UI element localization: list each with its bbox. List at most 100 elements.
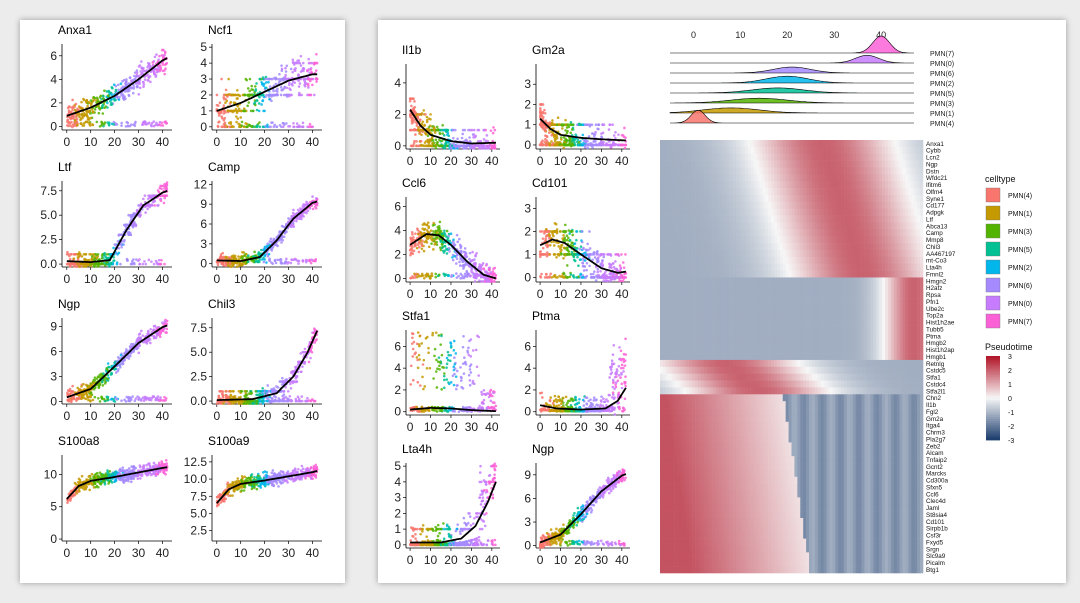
scatter-point (420, 133, 423, 137)
scatter-point (243, 394, 247, 398)
scatter-point (137, 398, 141, 401)
scatter-point (73, 262, 76, 266)
scatter-point (148, 75, 152, 78)
scatter-point (103, 254, 106, 257)
scatter-point (216, 261, 220, 264)
scatter-point (89, 394, 92, 398)
scatter-point (309, 261, 313, 265)
trend-curve (216, 469, 318, 504)
y-tick-label: 12.5 (184, 455, 208, 469)
scatter-point (283, 232, 287, 235)
trend-curve (216, 330, 319, 401)
gene-title: Ncf1 (208, 23, 233, 37)
scatter-point (127, 397, 130, 400)
scatter-point (123, 469, 127, 472)
scatter-point (278, 471, 281, 475)
scatter-point (297, 85, 301, 88)
scatter-point (224, 101, 227, 105)
y-tick-label: 2 (200, 88, 207, 102)
scatter-point (105, 474, 108, 477)
scatter-point (250, 391, 254, 395)
scatter-point (307, 360, 311, 364)
scatter-point (304, 258, 308, 262)
scatter-point (150, 121, 154, 125)
scatter-point (229, 93, 233, 97)
scatter-point (101, 380, 104, 384)
scatter-point (80, 262, 84, 266)
scatter-point (421, 120, 425, 124)
scatter-point (129, 396, 133, 400)
scatter-point (163, 320, 167, 323)
scatter-point (159, 184, 162, 188)
scatter-point (141, 67, 145, 71)
scatter-point (287, 398, 291, 402)
scatter-point (315, 76, 318, 80)
scatter-point (237, 396, 241, 399)
x-tick-label: 30 (465, 154, 479, 168)
scatter-point (240, 389, 244, 393)
scatter-point (293, 471, 297, 475)
scatter-point (95, 96, 99, 100)
scatter-point (287, 217, 290, 220)
scatter-point (279, 258, 282, 261)
scatter-point (144, 69, 148, 73)
scatter-point (234, 480, 237, 484)
scatter-point (73, 481, 77, 485)
scatter-point (309, 93, 313, 97)
x-tick-label: 0 (63, 409, 70, 423)
scatter-point (165, 61, 169, 65)
scatter-point (154, 398, 157, 402)
scatter-point (160, 462, 164, 465)
scatter-point (243, 109, 247, 113)
scatter-point (145, 339, 149, 342)
scatter-point (246, 254, 250, 257)
scatter-point (270, 99, 273, 103)
scatter-point (103, 106, 106, 110)
scatter-point (220, 402, 223, 405)
scatter-point (122, 478, 125, 482)
y-tick-label: 5 (200, 40, 207, 54)
scatter-point (160, 48, 164, 52)
scatter-point (163, 50, 167, 54)
scatter-point (473, 135, 477, 139)
scatter-point (141, 468, 144, 471)
scatter-point (257, 251, 261, 254)
scatter-point (313, 399, 317, 403)
y-tick-label: 3 (200, 237, 207, 251)
scatter-point (96, 396, 100, 400)
scatter-point (229, 389, 233, 393)
scatter-point (304, 203, 308, 206)
scatter-point (227, 77, 230, 81)
scatter-point (227, 395, 230, 399)
scatter-point (454, 128, 457, 132)
scatter-point (121, 96, 125, 100)
scatter-point (149, 123, 153, 127)
scatter-point (241, 399, 245, 403)
scatter-point (309, 466, 313, 469)
scatter-point (267, 389, 271, 393)
scatter-point (134, 120, 137, 124)
scatter-point (259, 389, 263, 393)
scatter-point (272, 125, 276, 129)
scatter-point (138, 262, 141, 266)
scatter-point (242, 107, 246, 110)
y-tick-label: 12 (194, 177, 208, 191)
scatter-point (85, 485, 89, 489)
scatter-point (80, 474, 84, 478)
scatter-point (161, 321, 164, 325)
scatter-point (471, 133, 475, 136)
scatter-point (147, 194, 150, 197)
y-tick-label: 2 (524, 97, 531, 111)
scatter-point (111, 86, 114, 90)
scatter-point (442, 134, 446, 137)
scatter-point (86, 120, 89, 124)
x-tick-label: 0 (213, 272, 220, 286)
scatter-point (295, 122, 299, 125)
scatter-point (92, 255, 96, 259)
scatter-point (273, 259, 277, 263)
scatter-point (484, 144, 488, 148)
x-tick-label: 30 (595, 154, 609, 168)
scatter-point (290, 215, 294, 218)
scatter-point (273, 394, 276, 398)
scatter-point (67, 399, 70, 403)
